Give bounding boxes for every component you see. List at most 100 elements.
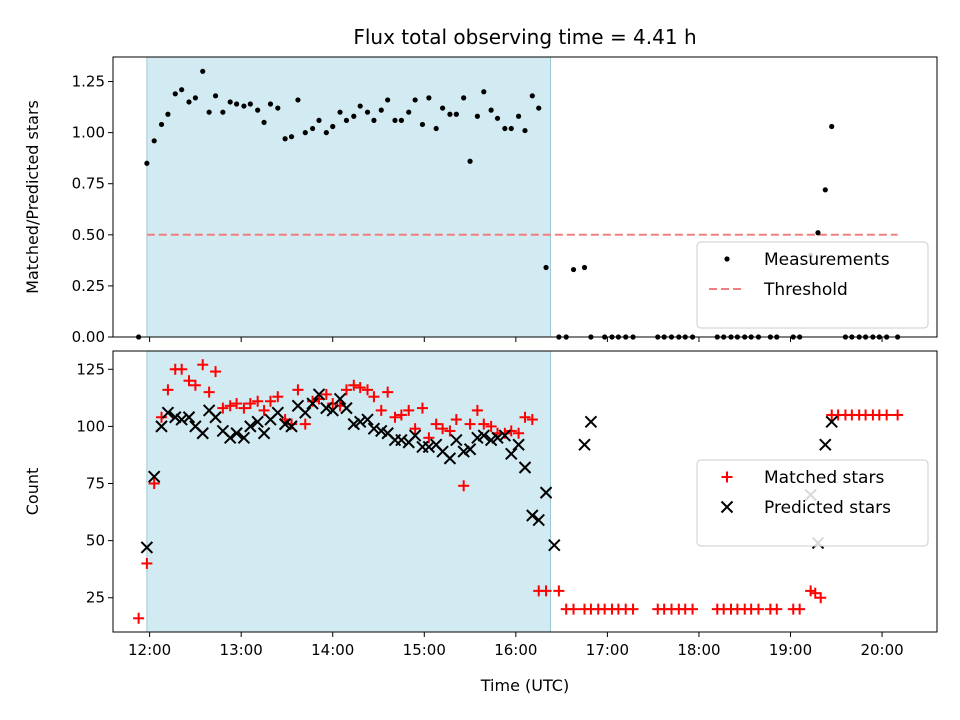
- matched-stars-point: [471, 404, 483, 416]
- predicted-stars-point-b: [291, 399, 305, 413]
- matched-stars-point: [485, 420, 497, 432]
- top-legend: Measurements Threshold: [696, 241, 929, 329]
- measurements-point: [529, 93, 535, 99]
- predicted-stars-point: [237, 431, 251, 445]
- top-x-ticks: [149, 337, 883, 342]
- measurements-point: [330, 123, 336, 130]
- measurements-point: [581, 264, 588, 271]
- measurements-point: [220, 109, 226, 115]
- matched-stars-point: [320, 388, 332, 400]
- predicted-stars-point: [251, 415, 264, 429]
- y-tick-label: 125: [76, 360, 105, 378]
- predicted-stars-point-b: [578, 438, 591, 451]
- measurements-point: [267, 101, 274, 107]
- matched-stars-point: [403, 404, 415, 416]
- observing-window-shade-bottom: [146, 350, 552, 633]
- measurements-point: [488, 107, 494, 113]
- measurements-point: [275, 105, 281, 111]
- matched-stars-point: [133, 612, 145, 624]
- matched-stars-point: [244, 398, 256, 410]
- count-marks: [133, 359, 904, 624]
- y-tick-label: 1.00: [72, 124, 105, 142]
- predicted-stars-point-b: [285, 420, 298, 433]
- predicted-stars-point-b: [299, 406, 312, 419]
- legend-box: [696, 459, 929, 547]
- matched-stars-point: [409, 423, 421, 435]
- predicted-stars-point: [196, 427, 209, 440]
- predicted-stars-point-b: [825, 415, 838, 429]
- matched-stars-point: [203, 386, 215, 398]
- predicted-stars-point: [422, 440, 436, 454]
- matched-stars-point: [183, 375, 195, 387]
- measurements-point: [371, 117, 377, 123]
- legend-label: Threshold: [763, 280, 848, 300]
- matched-stars-point: [627, 603, 639, 615]
- measurements-point: [494, 115, 501, 121]
- predicted-stars-point: [532, 513, 545, 527]
- predicted-stars-point-b: [518, 461, 532, 474]
- measurements-point: [323, 130, 329, 136]
- matched-stars-point: [299, 418, 311, 430]
- predicted-stars-point-b: [271, 406, 285, 419]
- predicted-stars-point: [175, 413, 188, 426]
- bottom-axes-frame: [112, 350, 938, 633]
- predicted-stars-point-b: [532, 513, 545, 527]
- predicted-stars-point: [548, 538, 561, 552]
- predicted-stars-point-b: [140, 541, 154, 554]
- matched-stars-point: [430, 418, 442, 430]
- matched-stars-point: [217, 402, 229, 414]
- x-tick-label: 13:00: [220, 641, 263, 659]
- predicted-stars-point-b: [196, 427, 209, 440]
- predicted-stars-point: [443, 452, 457, 465]
- predicted-stars-point-b: [498, 429, 512, 442]
- top-axes-frame: [112, 56, 938, 338]
- predicted-stars-point: [408, 429, 422, 442]
- count-panel: 12:00 13:00 14:00 15:00 16:00 17:00 18:00 19:00…: [23, 350, 938, 659]
- predicted-stars-point: [333, 392, 347, 406]
- matched-stars-point: [375, 404, 387, 416]
- measurements-point: [461, 95, 467, 101]
- predicted-stars-point-b: [312, 388, 326, 401]
- predicted-stars-point-b: [429, 438, 443, 451]
- measurements-point: [144, 160, 150, 166]
- predicted-stars-point-b: [216, 424, 230, 438]
- legend-marker-swatch: [720, 500, 734, 514]
- measurements-point: [343, 117, 350, 123]
- predicted-stars-point-b: [375, 424, 388, 438]
- legend-marker-swatch: [724, 256, 730, 262]
- matched-stars-point: [519, 411, 531, 423]
- matched-stars-point: [141, 557, 153, 569]
- predicted-stars-point: [353, 415, 367, 429]
- predicted-stars-point-b: [320, 401, 333, 415]
- measurements-point: [385, 97, 391, 103]
- predicted-stars-point-b: [223, 431, 237, 445]
- predicted-stars-point: [395, 433, 408, 447]
- y-tick-label: 0.25: [72, 277, 105, 295]
- legend-label: Predicted stars: [764, 498, 891, 518]
- matched-stars-point: [382, 386, 394, 398]
- measurements-point: [481, 89, 487, 95]
- predicted-stars-point-b: [251, 415, 264, 429]
- y-tick-label: 75: [86, 475, 105, 493]
- measurements-point: [186, 99, 192, 105]
- matched-stars-point: [687, 603, 699, 615]
- matched-stars-point: [892, 409, 904, 421]
- measurements-point: [151, 138, 157, 144]
- y-tick-label: 0.00: [72, 328, 105, 346]
- measurements-point: [440, 105, 446, 111]
- matched-stars-point: [231, 398, 243, 410]
- predicted-stars-point-b: [539, 486, 553, 499]
- measurements-point: [158, 121, 165, 128]
- predicted-stars-point-b: [512, 438, 525, 451]
- measurements-point: [351, 113, 357, 119]
- predicted-stars-point-b: [436, 445, 449, 458]
- matched-stars-point: [148, 478, 160, 490]
- predicted-stars-point: [578, 438, 591, 451]
- bottom-y-axis-label: Count: [23, 468, 42, 516]
- predicted-stars-point: [367, 422, 381, 435]
- predicted-stars-point: [584, 415, 598, 429]
- predicted-stars-point: [223, 431, 237, 445]
- predicted-stars-point: [518, 461, 532, 474]
- predicted-stars-point-b: [257, 427, 271, 440]
- measurements-point: [426, 95, 432, 101]
